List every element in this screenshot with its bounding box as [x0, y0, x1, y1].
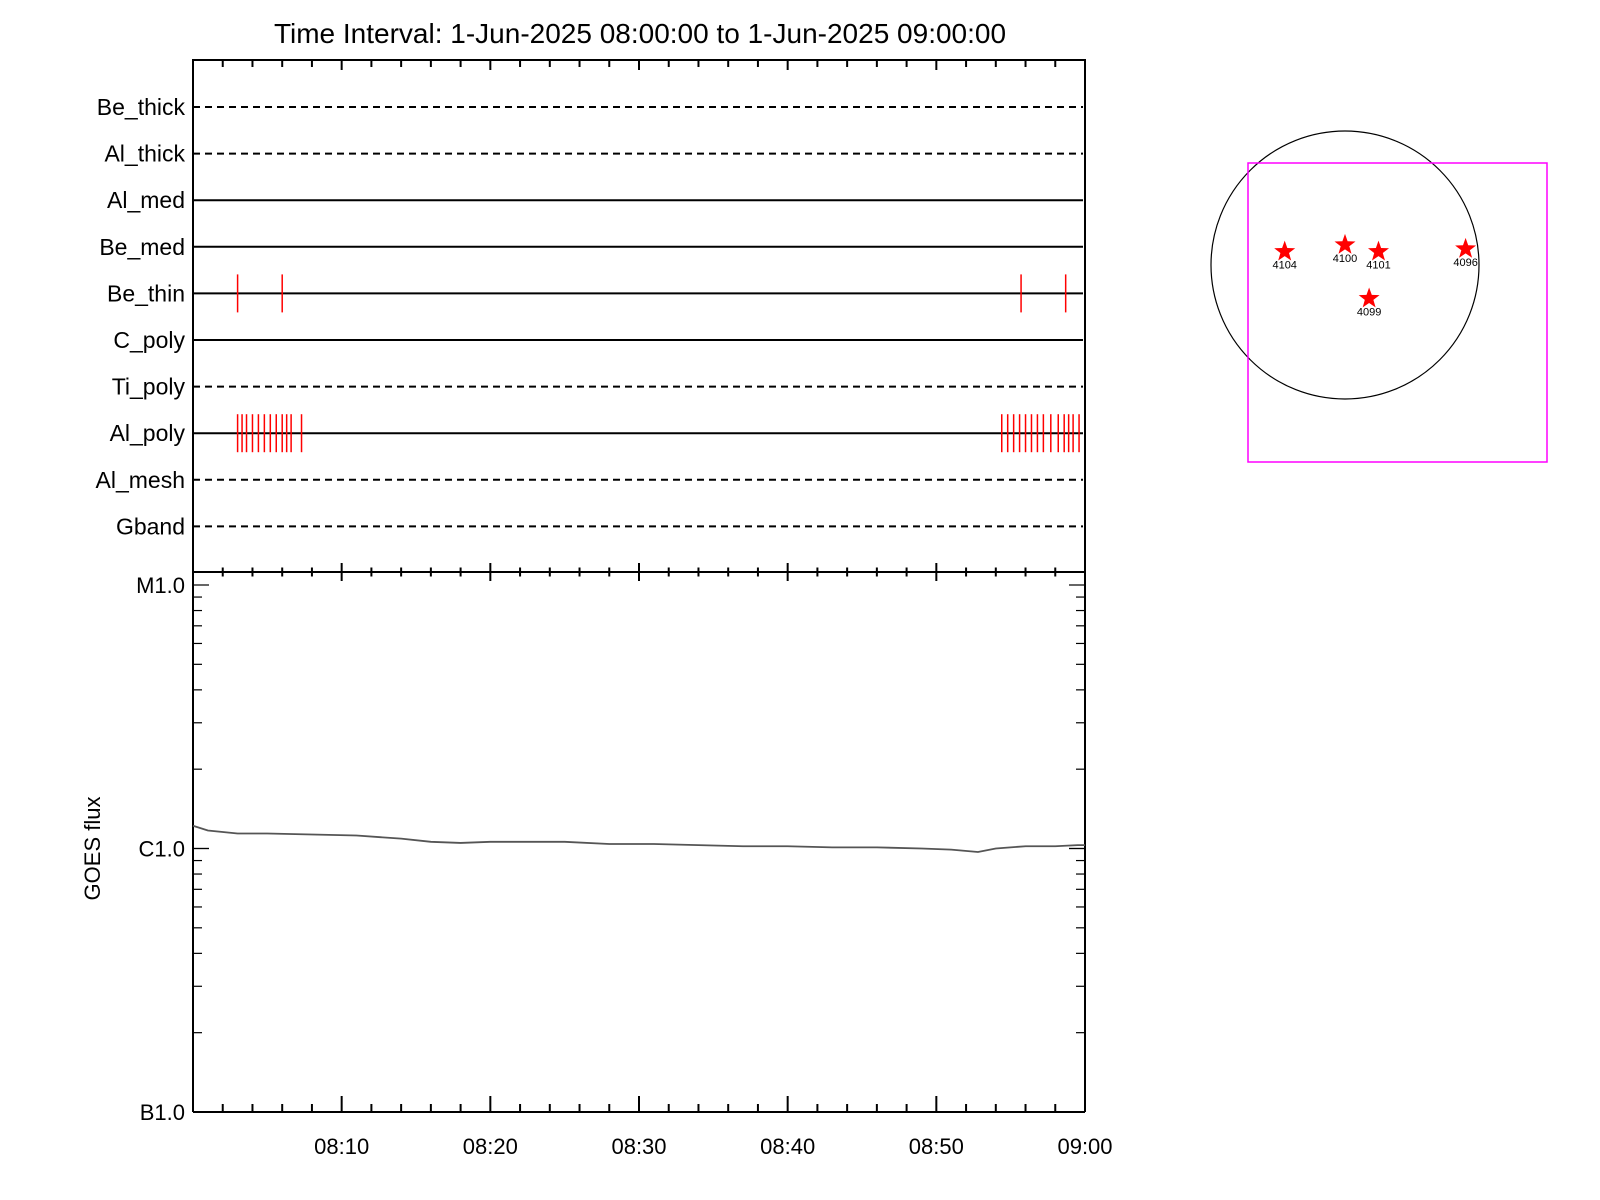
- active-region-label: 4099: [1357, 307, 1381, 319]
- goes-x-tick-label: 08:30: [611, 1134, 666, 1159]
- goes-y-tick-label: B1.0: [140, 1100, 185, 1125]
- goes-y-tick-label: C1.0: [139, 837, 185, 862]
- goes-x-tick-label: 08:20: [463, 1134, 518, 1159]
- chart-title: Time Interval: 1-Jun-2025 08:00:00 to 1-…: [274, 18, 1006, 49]
- active-region-label: 4104: [1272, 260, 1296, 272]
- channel-label-al_poly: Al_poly: [110, 420, 186, 446]
- field-of-view-box: [1247, 162, 1548, 463]
- channel-label-gband: Gband: [116, 513, 185, 539]
- channel-label-c_poly: C_poly: [113, 327, 185, 353]
- active-region-star: [1455, 237, 1477, 258]
- channel-label-ti_poly: Ti_poly: [112, 374, 186, 400]
- active-region-star: [1334, 233, 1356, 254]
- active-region-star: [1274, 240, 1296, 261]
- goes-flux-panel: B1.0 C1.0 M1.0 08:10 08:20 08:30 08:40 08:50 09:…: [80, 573, 1113, 1159]
- active-region-label: 4101: [1366, 260, 1390, 272]
- channel-label-be_thick: Be_thick: [97, 94, 186, 120]
- solar-disk-outline: [1210, 130, 1480, 400]
- goes-x-tick-label: 09:00: [1057, 1134, 1112, 1159]
- active-region-star: [1368, 240, 1389, 261]
- goes-y-axis-label: GOES flux: [80, 797, 105, 901]
- exposure-timeline-panel: Be_thick Al_thick Al_med Be_med Be_thin C_pol…: [96, 59, 1086, 581]
- channel-label-be_med: Be_med: [99, 234, 185, 260]
- goes-y-tick-label: M1.0: [136, 573, 185, 598]
- goes-x-tick-label: 08:40: [760, 1134, 815, 1159]
- channel-label-al_thick: Al_thick: [104, 141, 185, 167]
- goes-x-tick-label: 08:50: [909, 1134, 964, 1159]
- active-region-star: [1358, 287, 1380, 308]
- active-region-label: 4100: [1333, 253, 1357, 265]
- goes-flux-line: [192, 824, 1085, 853]
- timeline-frame: [192, 59, 1086, 573]
- channel-label-al_mesh: Al_mesh: [96, 467, 185, 493]
- sun-map-panel: 4104 4100 4101 4096 4099: [1210, 130, 1548, 463]
- active-region-label: 4096: [1453, 257, 1477, 269]
- channel-label-be_thin: Be_thin: [107, 280, 185, 306]
- channel-label-al_med: Al_med: [107, 187, 185, 213]
- goes-x-tick-label: 08:10: [314, 1134, 369, 1159]
